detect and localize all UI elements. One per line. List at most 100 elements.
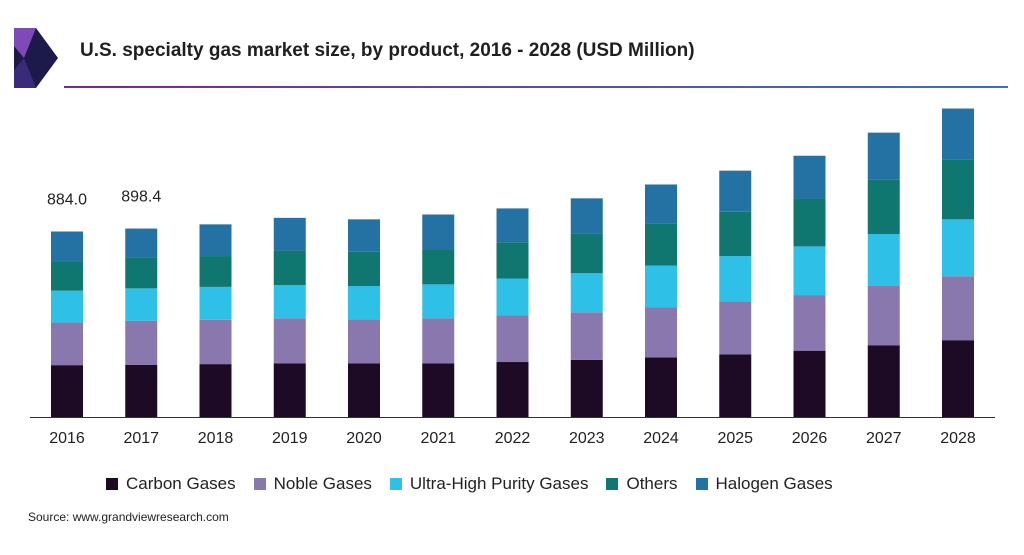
x-tick-label: 2016 — [49, 430, 85, 447]
bar-segment — [719, 170, 752, 212]
bar-segment — [645, 307, 677, 358]
title-divider — [64, 86, 1008, 88]
x-tick-label: 2019 — [272, 430, 308, 447]
bar-segment — [422, 363, 455, 417]
bar-segment — [793, 246, 826, 296]
legend-swatch — [253, 478, 266, 490]
bar-segment — [793, 155, 826, 199]
bar-segment — [422, 214, 455, 250]
bar-segment — [51, 231, 83, 262]
legend-swatch — [606, 478, 619, 490]
bar-segment — [942, 108, 974, 160]
bar-segment — [199, 224, 232, 257]
bar-segment — [348, 286, 380, 320]
legend-item: Carbon Gases — [106, 474, 236, 494]
bar-segment — [942, 276, 974, 341]
bar-segment — [273, 217, 306, 251]
bar-segment — [570, 312, 603, 360]
bar-segment — [496, 315, 529, 363]
legend-swatch — [695, 478, 708, 490]
legend-swatch — [106, 478, 118, 490]
bar-segment — [793, 295, 826, 351]
bar-segment — [51, 365, 83, 417]
bar-segment — [348, 363, 380, 417]
legend-item: Others — [606, 474, 678, 494]
chart-legend: Carbon Gases Noble Gases Ultra-High Purity… — [106, 474, 851, 494]
stacked-bar-chart: 2016 2017 2018 2019 2020 2021 2022 2023 2024 2025… — [30, 108, 995, 447]
legend-item: Ultra-High Purity Gases — [389, 474, 589, 494]
x-tick-label: 2026 — [792, 430, 828, 447]
bar-segment — [51, 290, 83, 323]
legend-label: Noble Gases — [273, 474, 372, 493]
bar-segment — [273, 318, 306, 364]
bar-segment — [51, 322, 83, 366]
legend-swatch — [389, 478, 402, 490]
bar-segment — [645, 223, 677, 266]
x-tick-label: 2020 — [346, 430, 382, 447]
bar-segment — [867, 345, 900, 417]
legend-item: Noble Gases — [253, 474, 372, 494]
bar-segment — [719, 256, 752, 302]
bar-segment — [793, 198, 826, 247]
bar-segment — [199, 256, 232, 287]
bar-segment — [273, 250, 306, 286]
x-tick-label: 2025 — [717, 430, 753, 447]
bar-segment — [867, 234, 900, 286]
legend-label: Ultra-High Purity Gases — [409, 474, 589, 493]
bar-segment — [719, 211, 752, 257]
bar-segment — [942, 159, 974, 220]
legend-label: Halogen Gases — [715, 474, 833, 493]
x-tick-label: 2017 — [123, 430, 159, 447]
bar-segment — [867, 179, 900, 235]
bar-segment — [125, 288, 158, 321]
bar-segment — [199, 286, 232, 320]
bar-segment — [125, 228, 158, 258]
bar-segment — [125, 257, 158, 289]
legend-label: Carbon Gases — [126, 474, 236, 493]
bar-segment — [273, 363, 306, 417]
x-tick-label: 2021 — [420, 430, 456, 447]
legend-label: Others — [626, 474, 678, 493]
bar-segment — [422, 284, 455, 319]
bar-segment — [348, 319, 380, 364]
bar-segment — [348, 251, 380, 287]
bar-segment — [570, 359, 603, 417]
x-tick-label: 2028 — [940, 430, 976, 447]
x-tick-label: 2023 — [569, 430, 605, 447]
bar-segment — [719, 301, 752, 355]
x-tick-label: 2027 — [866, 430, 902, 447]
bar-segment — [422, 318, 455, 364]
x-tick-label: 2018 — [198, 430, 234, 447]
bar-segment — [496, 208, 529, 243]
data-label: 898.4 — [121, 189, 161, 206]
bar-segment — [719, 354, 752, 417]
bar-segment — [496, 242, 529, 279]
bar-segment — [125, 320, 158, 365]
bar-segment — [199, 364, 232, 417]
bar-segment — [125, 364, 158, 417]
bar-segment — [348, 219, 380, 252]
x-tick-label: 2022 — [495, 430, 531, 447]
bar-segment — [645, 184, 677, 224]
x-tick-label: 2024 — [643, 430, 679, 447]
bar-segment — [273, 285, 306, 319]
bar-segment — [199, 319, 232, 365]
chart-title: U.S. specialty gas market size, by produ… — [80, 40, 695, 61]
bar-segment — [867, 132, 900, 180]
bar-segment — [645, 357, 677, 417]
bar-segment — [793, 350, 826, 417]
source-note: Source: www.grandviewresearch.com — [28, 510, 229, 524]
bar-segment — [645, 265, 677, 308]
bar-segment — [570, 273, 603, 313]
bar-segment — [422, 249, 455, 285]
bar-segment — [867, 285, 900, 346]
bar-segment — [570, 233, 603, 274]
bar-segment — [51, 261, 83, 291]
bar-segment — [496, 362, 529, 417]
bar-segment — [496, 278, 529, 316]
data-label: 884.0 — [47, 191, 87, 208]
bar-segment — [942, 340, 974, 417]
grand-view-research-logo-icon — [14, 28, 58, 88]
bar-segment — [942, 219, 974, 277]
legend-item: Halogen Gases — [695, 474, 833, 494]
